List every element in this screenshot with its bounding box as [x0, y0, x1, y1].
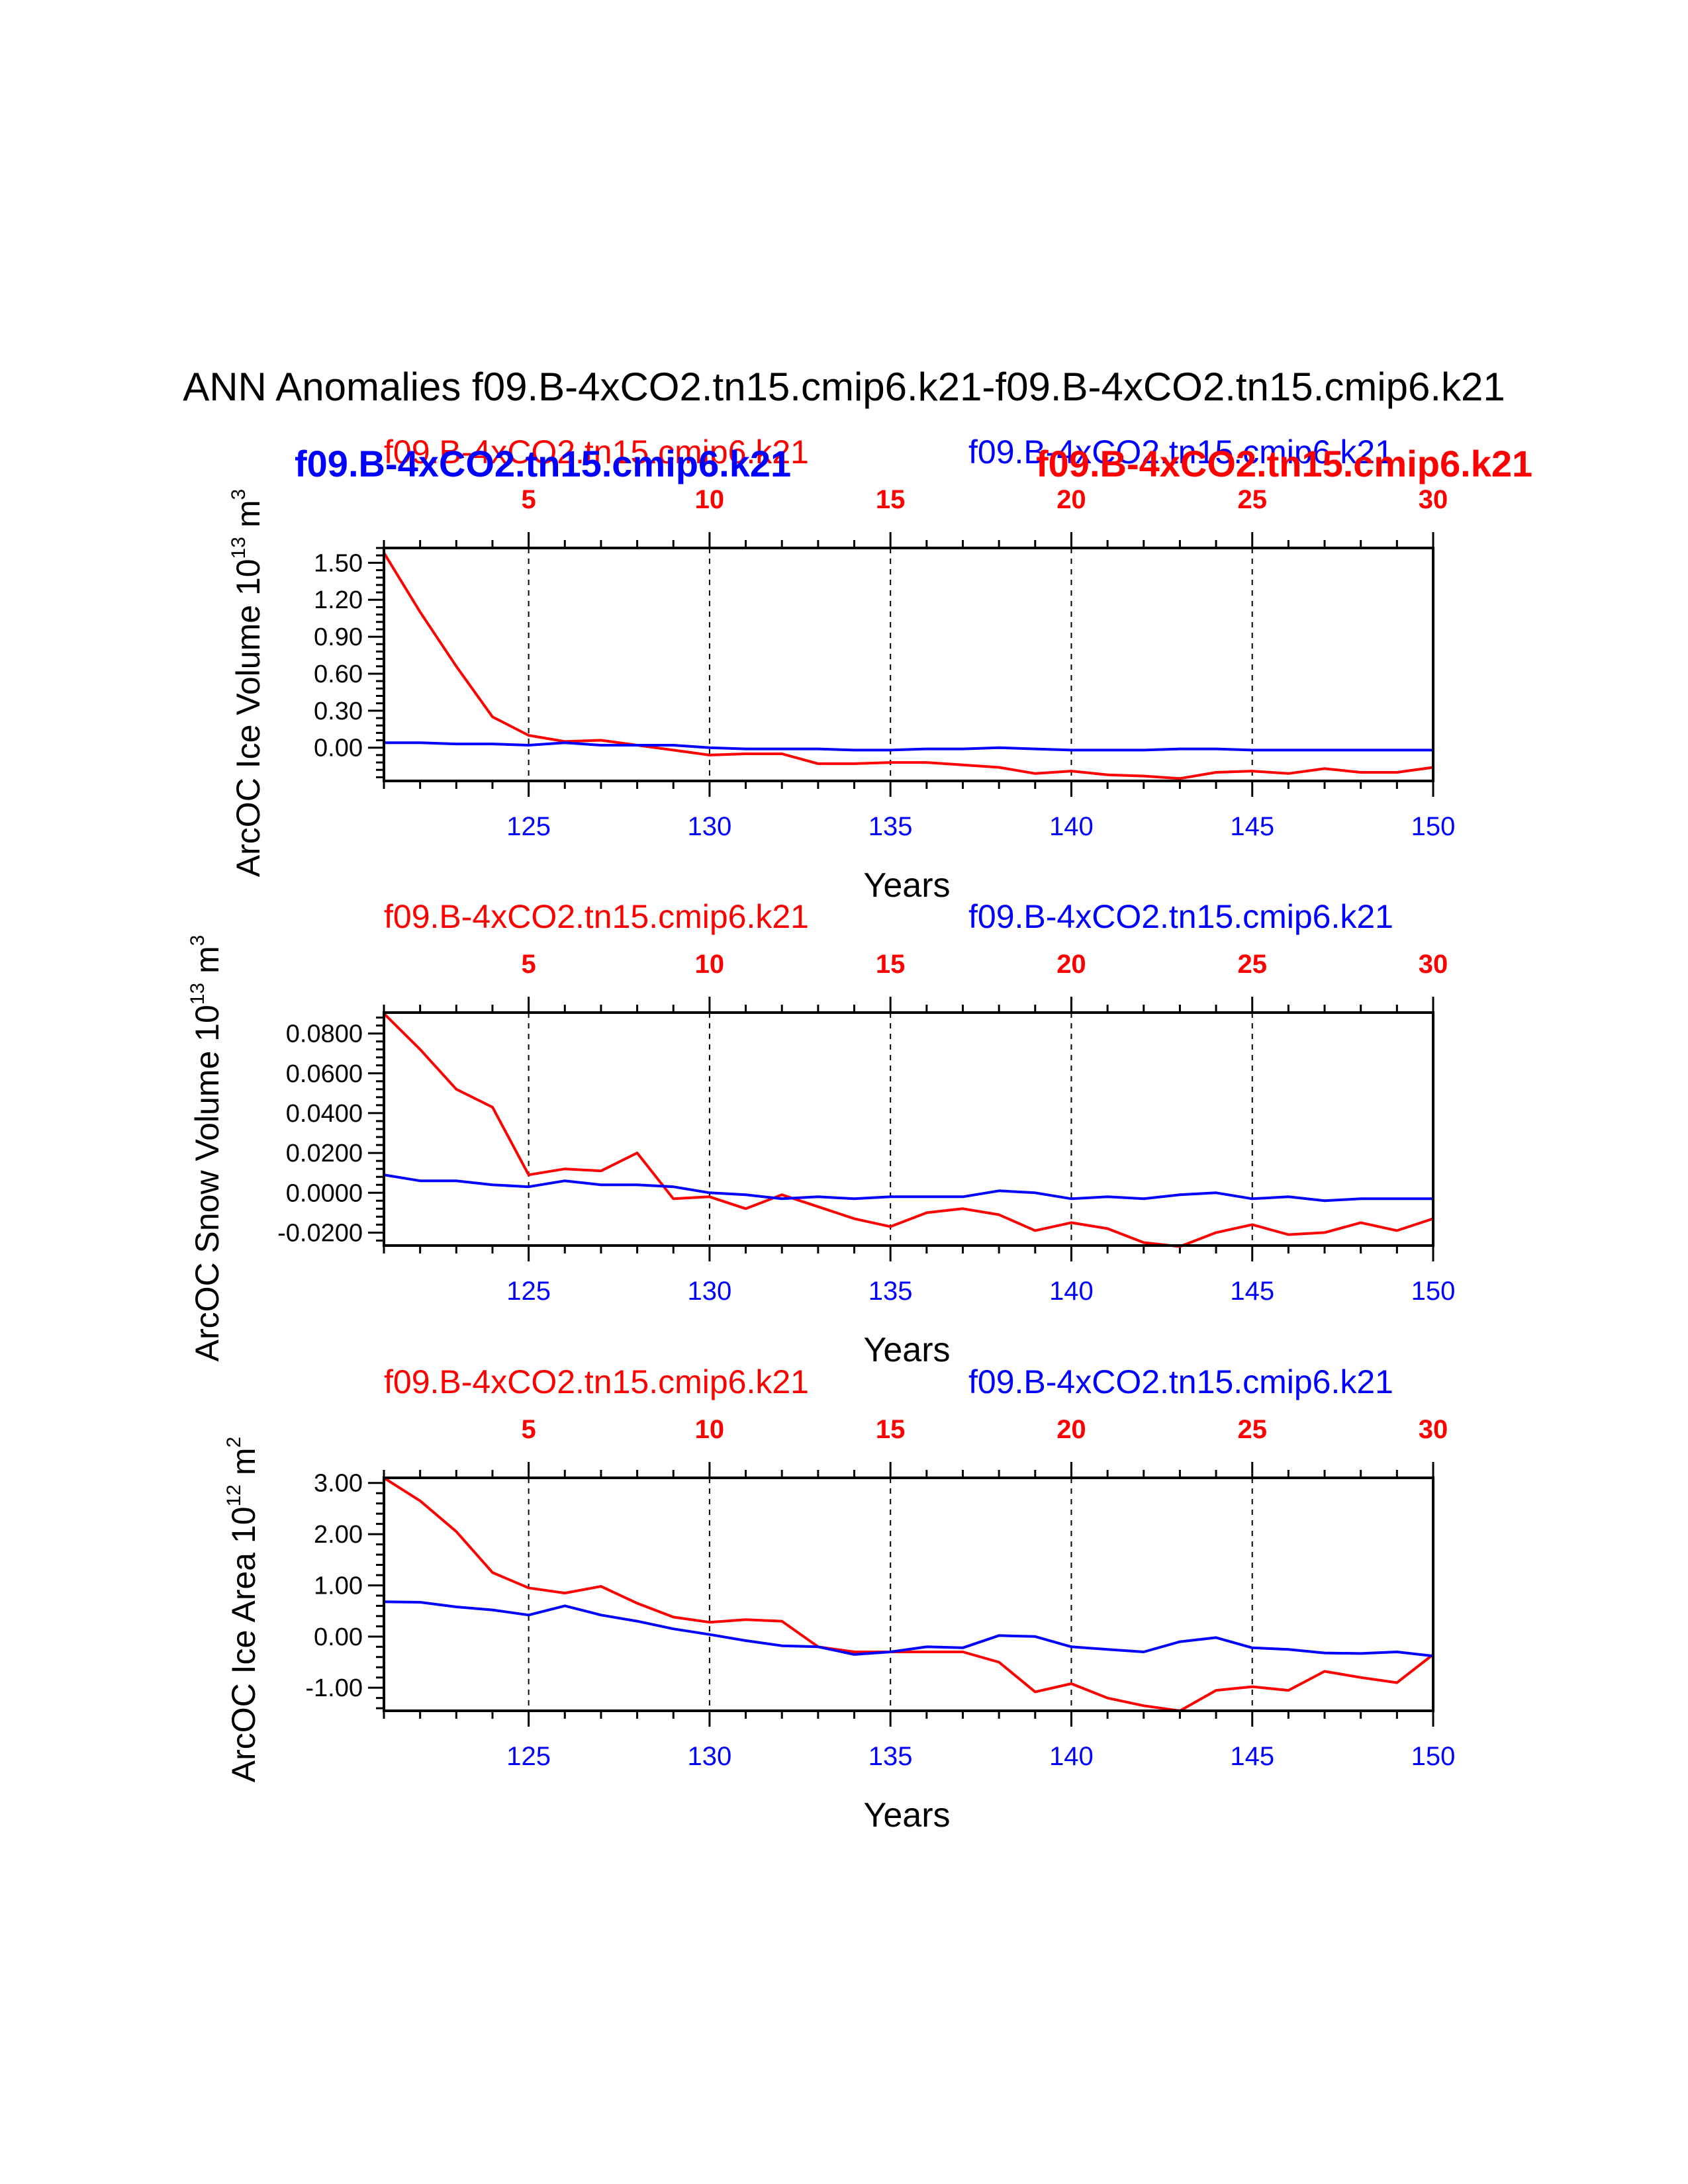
y-tick-label: 3.00: [314, 1470, 363, 1498]
x-tick-label-top: 30: [1419, 950, 1448, 979]
x-tick-label-top: 30: [1419, 485, 1448, 514]
legend-bold-left: f09.B-4xCO2.tn15.cmip6.k21: [295, 443, 791, 484]
plot-ice-volume: 125 130 135 140 145 150 5 10 15 20 25 30 1.50 1.20 0.9…: [314, 485, 1455, 841]
y-axis-label-unit: m: [230, 500, 267, 527]
y-axis-label-exponent: 13: [187, 983, 209, 1005]
x-tick-label-top: 5: [521, 1415, 536, 1444]
x-tick-label-bottom: 145: [1230, 1277, 1274, 1306]
y-axis-label: ArcOC Ice Volume 1013 m3: [228, 489, 267, 877]
y-axis-label-unit: m: [225, 1447, 262, 1475]
case-label-blue: f09.B-4xCO2.tn15.cmip6.k21: [968, 1363, 1393, 1400]
x-tick-label-bottom: 135: [868, 1742, 913, 1771]
y-tick-label: 1.00: [314, 1572, 363, 1600]
x-tick-label-top: 5: [521, 485, 536, 514]
x-tick-label-top: 10: [695, 950, 725, 979]
y-tick-label: 0.30: [314, 698, 363, 725]
x-tick-label-bottom: 140: [1049, 1277, 1094, 1306]
x-tick-label-bottom: 140: [1049, 1742, 1094, 1771]
x-axis-label: Years: [863, 1331, 950, 1369]
x-tick-label-top: 15: [876, 950, 906, 979]
y-axis-label-text: ArcOC Snow Volume 10: [189, 1005, 226, 1361]
y-axis-label-text: ArcOC Ice Area 10: [225, 1506, 262, 1782]
y-axis-label-unit-exponent: 3: [187, 935, 209, 946]
panel-ice-area: f09.B-4xCO2.tn15.cmip6.k21 f09.B-4xCO2.t…: [223, 1363, 1455, 1835]
y-tick-label: 0.00: [314, 735, 363, 762]
plot-ice-area: 125 130 135 140 145 150 5 10 15 20 25 30 3.00 2.00 1.0…: [305, 1415, 1455, 1771]
y-axis-label-exponent: 12: [223, 1484, 245, 1506]
y-axis-label: ArcOC Ice Area 1012 m2: [223, 1437, 262, 1782]
series-line: [383, 552, 1434, 780]
x-tick-label-bottom: 140: [1049, 812, 1094, 841]
x-tick-label-top: 20: [1056, 950, 1086, 979]
legend-bold-right: f09.B-4xCO2.tn15.cmip6.k21: [1036, 443, 1532, 484]
y-tick-label: 0.0400: [286, 1100, 363, 1128]
panel-snow-volume: f09.B-4xCO2.tn15.cmip6.k21 f09.B-4xCO2.t…: [187, 898, 1455, 1369]
x-tick-label-bottom: 145: [1230, 812, 1274, 841]
plot-snow-volume: 125 130 135 140 145 150 5 10 15 20 25 30 0.0800 0.060…: [277, 950, 1455, 1306]
y-axis-label: ArcOC Snow Volume 1013 m3: [187, 935, 226, 1362]
y-tick-label: 1.50: [314, 549, 363, 577]
x-axis-label: Years: [863, 1796, 950, 1835]
plot-frame: [383, 1011, 1434, 1247]
x-tick-label-bottom: 150: [1411, 1277, 1456, 1306]
x-tick-label-top: 25: [1237, 950, 1267, 979]
y-tick-label: 0.60: [314, 660, 363, 688]
case-label-blue: f09.B-4xCO2.tn15.cmip6.k21: [968, 433, 1393, 471]
series-line: [383, 1477, 1434, 1712]
x-tick-label-bottom: 145: [1230, 1742, 1274, 1771]
x-tick-label-bottom: 130: [688, 812, 732, 841]
y-tick-label: 0.0200: [286, 1140, 363, 1167]
x-tick-label-top: 15: [876, 485, 906, 514]
plot-frame: [383, 1477, 1434, 1712]
y-tick-label: 0.90: [314, 623, 363, 651]
y-tick-label: 0.00: [314, 1623, 363, 1651]
x-tick-label-top: 30: [1419, 1415, 1448, 1444]
x-tick-label-bottom: 135: [868, 812, 913, 841]
plot-frame: [383, 547, 1434, 782]
y-axis-label-text: ArcOC Ice Volume 10: [230, 559, 267, 877]
x-tick-label-top: 10: [695, 485, 725, 514]
y-tick-label: 0.0000: [286, 1179, 363, 1207]
y-axis-label-unit-exponent: 3: [228, 489, 250, 500]
x-axis-label: Years: [863, 866, 950, 905]
y-tick-label: -0.0200: [277, 1219, 363, 1247]
x-tick-label-bottom: 150: [1411, 812, 1456, 841]
x-tick-label-top: 25: [1237, 1415, 1267, 1444]
x-tick-label-top: 5: [521, 950, 536, 979]
x-tick-label-top: 15: [876, 1415, 906, 1444]
case-label-red: f09.B-4xCO2.tn15.cmip6.k21: [384, 898, 809, 935]
y-tick-label: 0.0600: [286, 1060, 363, 1088]
series-line: [383, 1600, 1434, 1658]
panel-ice-volume: f09.B-4xCO2.tn15.cmip6.k21 f09.B-4xCO2.t…: [228, 433, 1532, 905]
series-line: [384, 741, 1433, 752]
figure-title: ANN Anomalies f09.B-4xCO2.tn15.cmip6.k21…: [183, 365, 1505, 409]
y-axis-label-unit: m: [189, 946, 226, 974]
x-tick-label-top: 10: [695, 1415, 725, 1444]
case-label-red: f09.B-4xCO2.tn15.cmip6.k21: [384, 1363, 809, 1400]
y-tick-label: 1.20: [314, 586, 363, 614]
case-label-red: f09.B-4xCO2.tn15.cmip6.k21: [384, 433, 809, 471]
x-tick-label-bottom: 125: [506, 1742, 551, 1771]
y-axis-label-unit-exponent: 2: [223, 1437, 245, 1448]
x-tick-label-top: 20: [1056, 1415, 1086, 1444]
x-tick-label-bottom: 135: [868, 1277, 913, 1306]
y-tick-label: 0.0800: [286, 1021, 363, 1048]
y-tick-label: 2.00: [314, 1521, 363, 1549]
series-line: [383, 1013, 1434, 1248]
x-tick-label-bottom: 125: [506, 812, 551, 841]
y-tick-label: -1.00: [305, 1674, 363, 1702]
x-tick-label-bottom: 130: [688, 1742, 732, 1771]
x-tick-label-top: 25: [1237, 485, 1267, 514]
x-tick-label-bottom: 130: [688, 1277, 732, 1306]
series-line: [383, 1173, 1433, 1203]
x-tick-label-bottom: 125: [506, 1277, 551, 1306]
x-tick-label-top: 20: [1056, 485, 1086, 514]
x-tick-label-bottom: 150: [1411, 1742, 1456, 1771]
y-axis-label-exponent: 13: [228, 537, 250, 559]
case-label-blue: f09.B-4xCO2.tn15.cmip6.k21: [968, 898, 1393, 935]
